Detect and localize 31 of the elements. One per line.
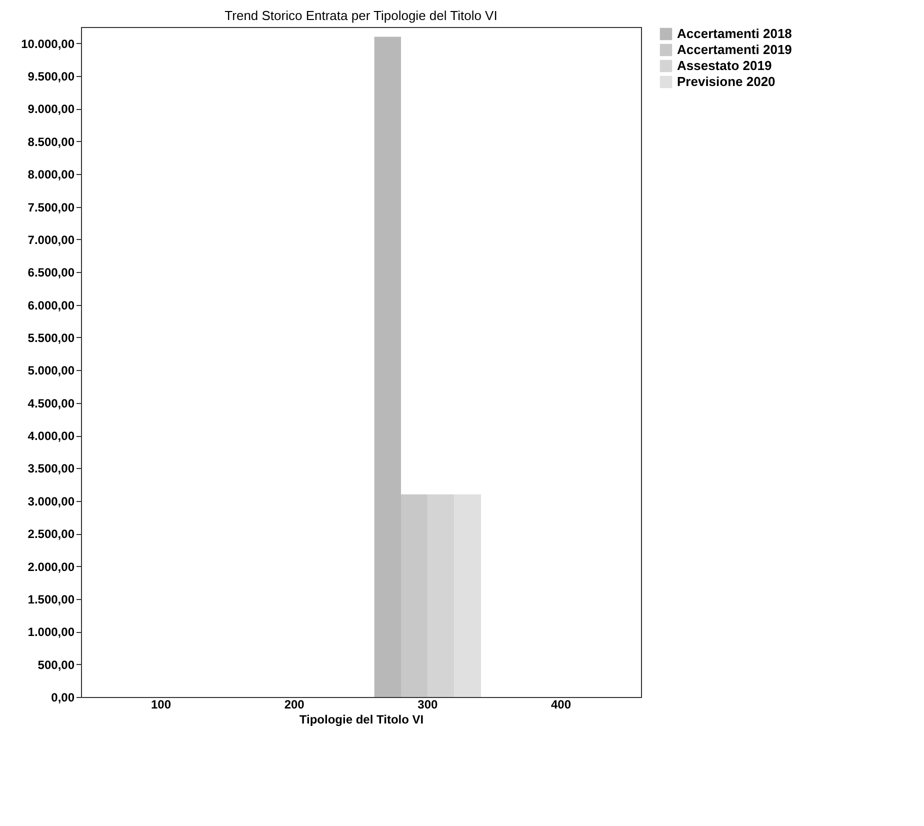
y-tick-label: 1.000,00 — [28, 625, 75, 640]
y-tick-label: 500,00 — [38, 658, 75, 672]
y-tick-label: 0,00 — [51, 690, 75, 704]
y-tick-label: 5.000,00 — [28, 364, 75, 378]
y-tick-label: 6.000,00 — [28, 298, 75, 312]
x-tick-label: 300 — [418, 698, 438, 712]
x-tick-label: 100 — [150, 698, 172, 712]
x-tick-label: 200 — [284, 698, 305, 712]
y-tick-label: 3.000,00 — [28, 494, 75, 508]
legend-label: Assestato 2019 — [677, 58, 772, 73]
y-tick-label: 7.500,00 — [28, 200, 75, 214]
legend-label: Accertamenti 2018 — [677, 26, 792, 41]
y-tick-label: 3.500,00 — [28, 462, 75, 476]
y-tick-label: 4.000,00 — [28, 429, 75, 444]
y-tick-label: 9.500,00 — [28, 70, 75, 84]
y-tick-label: 2.000,00 — [28, 560, 75, 574]
y-tick-label: 6.500,00 — [28, 266, 75, 280]
y-tick-label: 8.000,00 — [28, 168, 75, 182]
y-tick-label: 1.500,00 — [28, 592, 75, 606]
x-tick-label: 400 — [550, 698, 572, 712]
y-tick-label: 2.500,00 — [28, 527, 75, 542]
y-tick-label: 8.500,00 — [28, 134, 75, 149]
legend-label: Accertamenti 2019 — [677, 42, 792, 57]
y-tick-label: 9.000,00 — [28, 102, 75, 116]
chart-title: Trend Storico Entrata per Tipologie del Titolo VI — [224, 8, 498, 23]
y-tick-label: 4.500,00 — [28, 396, 75, 410]
y-tick-label: 5.500,00 — [28, 330, 75, 345]
legend-label: Previsione 2020 — [677, 74, 776, 89]
x-axis-title: Tipologie del Titolo VI — [299, 712, 424, 726]
y-tick-label: 10.000,00 — [21, 36, 75, 51]
y-tick-label: 7.000,00 — [28, 232, 75, 247]
